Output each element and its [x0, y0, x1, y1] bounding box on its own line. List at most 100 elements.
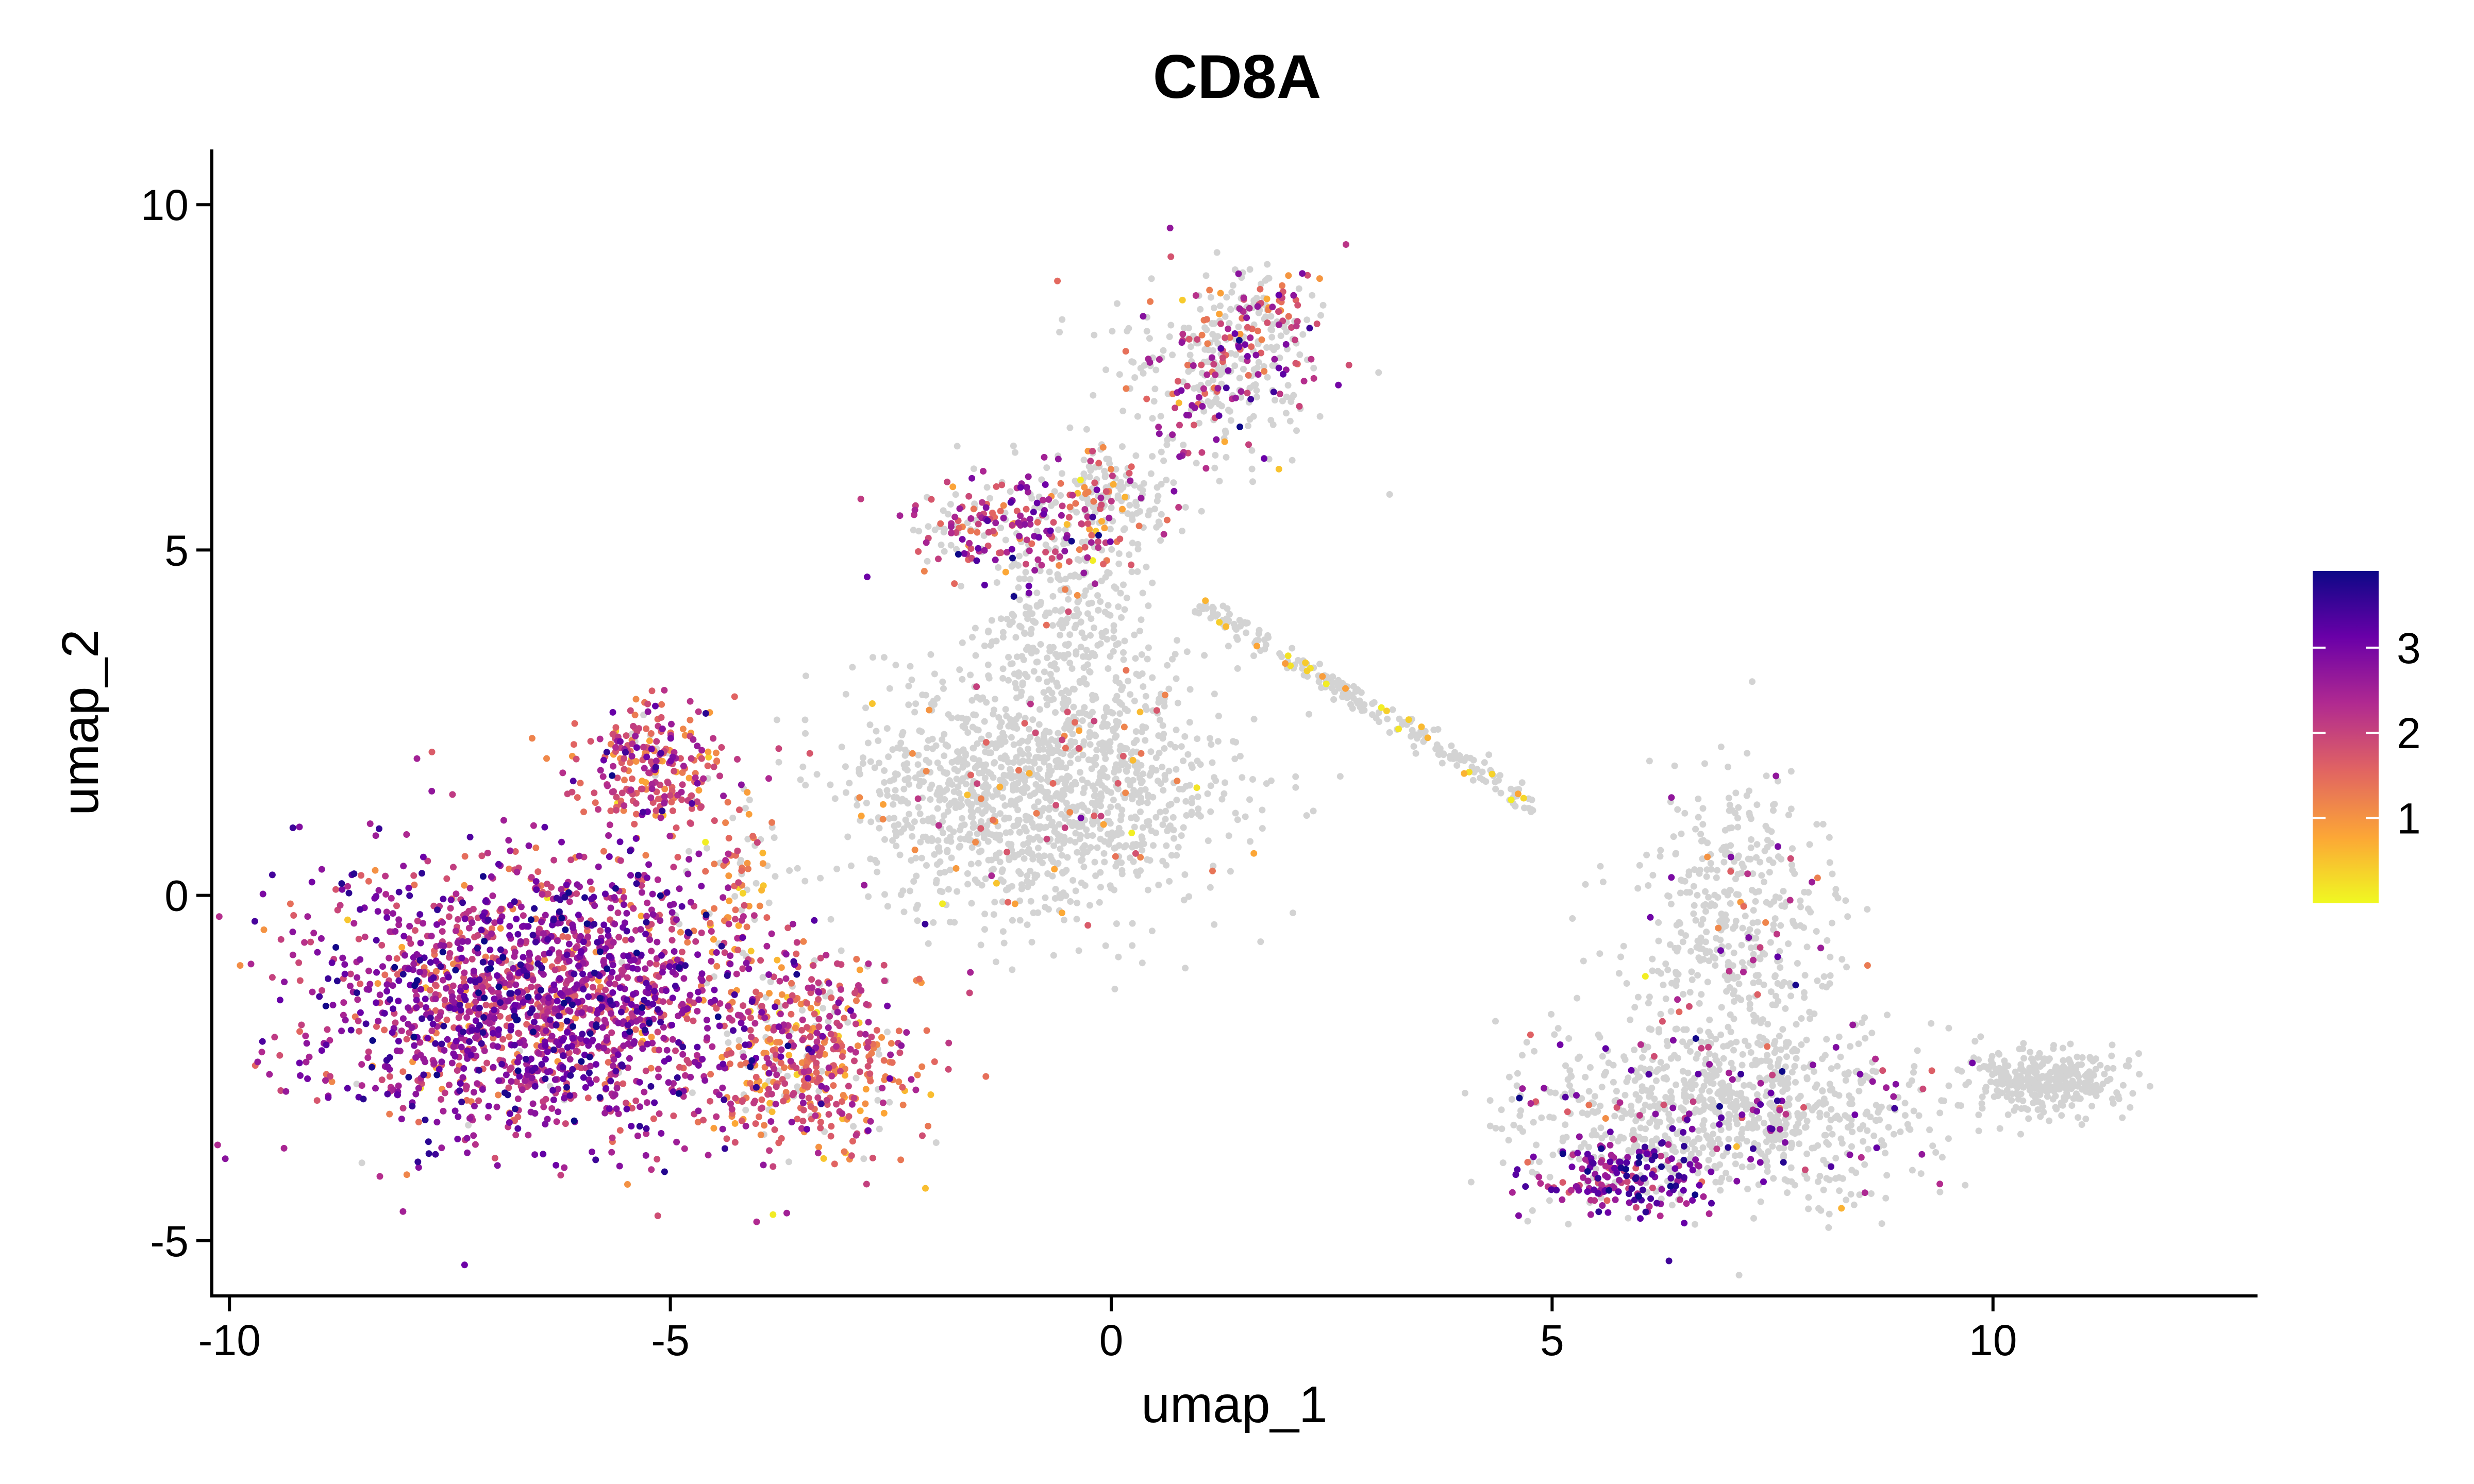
cell-point — [1596, 950, 1603, 957]
cell-point — [870, 654, 876, 661]
cell-point — [1211, 690, 1218, 698]
cell-point — [1259, 806, 1266, 814]
cell-point — [1646, 757, 1653, 765]
cell-point — [1078, 879, 1085, 886]
cell-point — [1073, 621, 1080, 629]
cell-point — [914, 917, 921, 924]
cell-point — [801, 1083, 808, 1089]
cell-point — [1586, 1064, 1594, 1071]
cell-point — [890, 801, 897, 808]
cell-point — [1319, 673, 1326, 680]
cell-point — [889, 837, 896, 844]
cell-point — [1059, 909, 1065, 917]
cell-point — [1140, 369, 1147, 377]
cell-point — [1339, 693, 1346, 700]
cell-point — [1035, 721, 1043, 728]
cell-point — [1564, 1108, 1571, 1116]
cell-point — [1834, 1063, 1841, 1070]
cell-point — [1688, 968, 1695, 975]
cell-point — [1136, 628, 1143, 635]
cell-point — [1461, 1089, 1468, 1097]
cell-point — [919, 1132, 926, 1139]
cell-point — [1074, 803, 1081, 810]
cell-point — [1033, 589, 1041, 597]
cell-point — [822, 992, 829, 1000]
cell-point — [1095, 780, 1102, 786]
cell-point — [1655, 919, 1662, 926]
cell-point — [2059, 1102, 2066, 1109]
cell-point — [1716, 1060, 1723, 1068]
cell-point — [1566, 1082, 1573, 1089]
cell-point — [1118, 614, 1125, 621]
cell-point — [954, 888, 961, 895]
cell-point — [1062, 526, 1069, 533]
cell-point — [1714, 867, 1721, 874]
cell-point — [1095, 460, 1102, 467]
cell-point — [1052, 709, 1059, 716]
cell-point — [1745, 1042, 1752, 1050]
cell-point — [1829, 1131, 1836, 1138]
cell-point — [1002, 829, 1010, 836]
cell-point — [925, 737, 932, 744]
cell-point — [1747, 844, 1754, 851]
cell-point — [1158, 511, 1165, 518]
cell-point — [997, 549, 1005, 556]
cell-point — [964, 881, 972, 888]
cell-point — [876, 824, 883, 832]
cell-point — [686, 848, 693, 855]
cell-point — [1011, 670, 1018, 678]
cell-point — [1749, 678, 1756, 685]
cell-point — [911, 818, 918, 825]
cell-point — [1056, 652, 1063, 659]
cell-point — [1116, 371, 1123, 378]
cell-point — [892, 787, 899, 794]
cell-point — [1131, 374, 1139, 381]
cell-point — [940, 685, 947, 692]
cell-point — [909, 833, 916, 840]
cell-point — [1097, 791, 1104, 799]
cell-point — [1749, 919, 1757, 926]
cell-point — [1562, 1121, 1569, 1128]
cell-point — [1498, 1125, 1506, 1133]
cell-point — [956, 789, 963, 797]
cell-point — [1056, 562, 1063, 569]
cell-point — [1749, 870, 1757, 878]
cell-point — [1574, 994, 1581, 1002]
cell-point — [1165, 685, 1173, 693]
cell-point — [915, 804, 922, 811]
cell-point — [1246, 796, 1253, 803]
cell-point — [1100, 713, 1108, 720]
cell-point — [1081, 785, 1088, 791]
cell-point — [999, 794, 1006, 801]
cell-point — [1077, 823, 1084, 830]
cell-point — [1164, 828, 1171, 834]
cell-point — [778, 964, 785, 971]
cell-point — [1143, 328, 1150, 335]
cell-point — [1776, 1144, 1783, 1152]
cell-point — [828, 1123, 835, 1130]
cell-point — [1132, 655, 1139, 662]
cell-point — [1016, 829, 1023, 836]
cell-point — [883, 725, 891, 732]
cell-point — [738, 867, 745, 874]
cell-point — [838, 947, 845, 954]
cell-point — [2115, 1095, 2122, 1103]
cell-point — [1792, 922, 1799, 930]
cell-point — [1011, 449, 1018, 456]
cell-point — [1726, 886, 1733, 893]
cell-point — [1845, 1069, 1852, 1076]
cell-point — [1787, 805, 1795, 813]
cell-point — [1693, 1055, 1700, 1062]
cell-point — [1055, 859, 1062, 867]
cell-point — [944, 848, 951, 855]
cell-point — [1045, 686, 1052, 694]
cell-point — [926, 706, 933, 714]
cell-point — [1692, 825, 1699, 833]
cell-point — [482, 1001, 490, 1008]
cell-point — [1703, 873, 1710, 880]
cell-point — [917, 778, 924, 785]
cell-point — [358, 872, 364, 879]
cell-point — [947, 866, 954, 873]
cell-point — [1105, 665, 1112, 672]
cell-point — [1690, 910, 1697, 917]
